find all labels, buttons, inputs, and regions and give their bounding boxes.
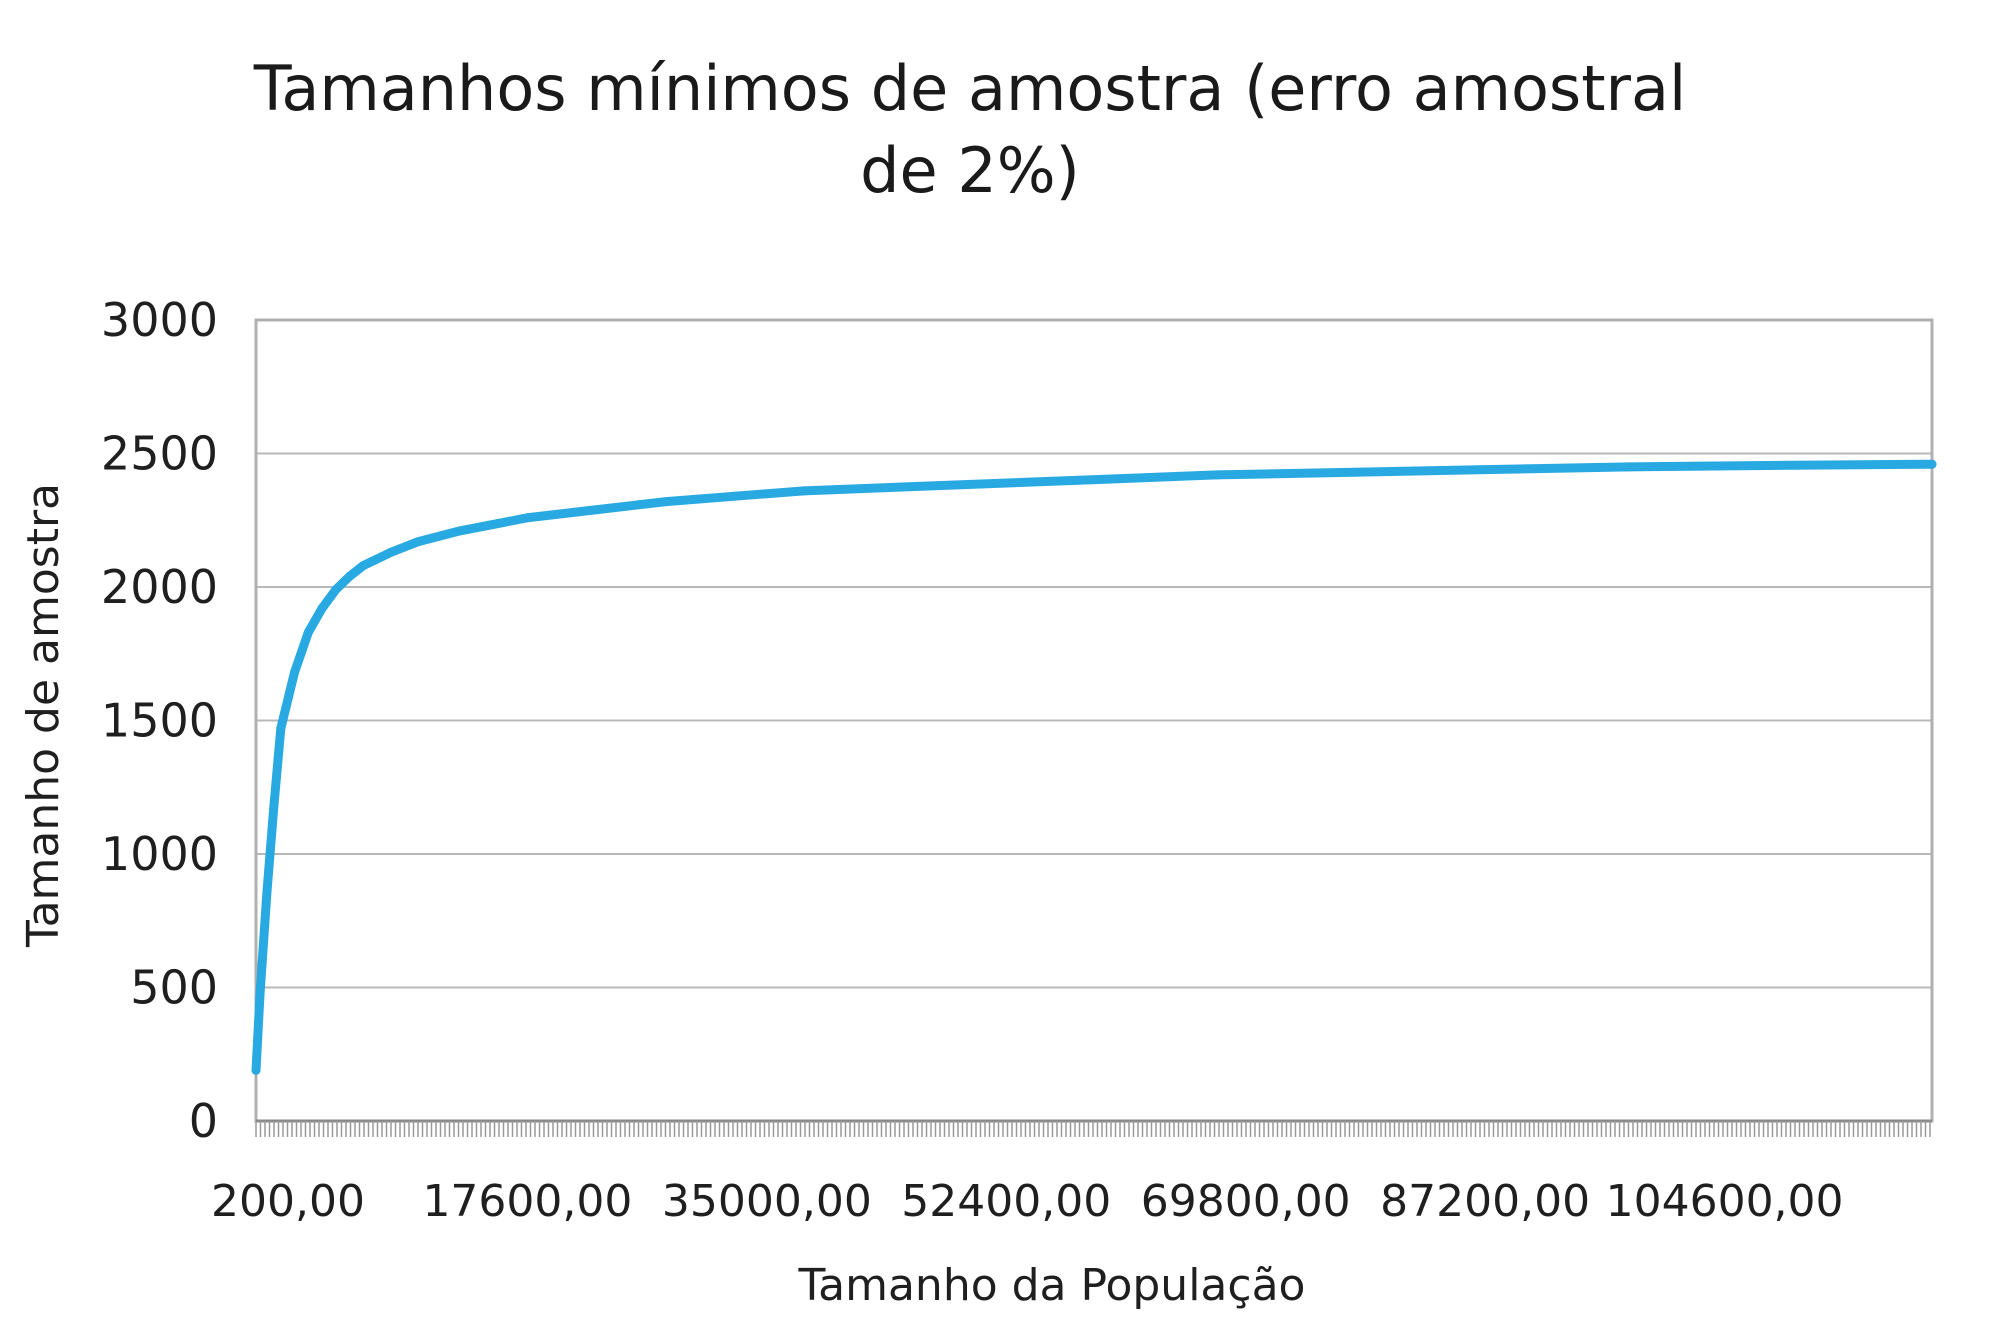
series-point — [413, 537, 423, 547]
series-point — [290, 667, 299, 677]
series-point — [730, 491, 740, 501]
series-point — [592, 505, 602, 515]
series-point — [386, 547, 396, 557]
series-point — [799, 486, 809, 496]
x-minor-ticks — [255, 1121, 1931, 1137]
y-tick-label: 0 — [189, 1094, 218, 1148]
x-tick-label: 35000,00 — [662, 1176, 872, 1227]
series-point — [331, 585, 341, 595]
x-tick-label: 17600,00 — [422, 1176, 632, 1227]
y-tick-label: 500 — [130, 961, 218, 1015]
series-point — [276, 724, 286, 733]
series-point — [251, 1065, 261, 1075]
grid-layer — [256, 452, 1932, 989]
chart-title-line-1: Tamanhos mínimos de amostra (erro amostr… — [253, 52, 1687, 125]
series-point — [1487, 465, 1497, 474]
series-point — [1349, 467, 1359, 477]
series-point — [1624, 462, 1634, 472]
y-tick-label: 3000 — [101, 293, 218, 347]
series-point — [345, 571, 355, 581]
y-tick-label: 2500 — [101, 427, 218, 481]
y-tick-labels: 0 500 1000 1500 2000 2500 3000 — [101, 293, 218, 1148]
y-tick-label: 1500 — [101, 694, 218, 748]
series-layer — [251, 459, 1937, 1075]
series-point — [1212, 470, 1221, 480]
x-axis-label: Tamanho da População — [798, 1260, 1306, 1311]
series-point — [269, 801, 279, 811]
y-axis-label: Tamanho de amostra — [18, 483, 69, 948]
series-point — [455, 526, 465, 536]
y-tick-label: 1000 — [101, 827, 218, 881]
chart-title-line-2: de 2%) — [860, 134, 1080, 207]
chart-title: Tamanhos mínimos de amostra (erro amostr… — [0, 48, 1940, 212]
series-point — [1762, 461, 1772, 470]
series-point — [262, 886, 272, 896]
series-point — [661, 497, 671, 507]
series-point — [1927, 459, 1937, 469]
x-tick-label: 87200,00 — [1380, 1176, 1590, 1227]
minor-tick-layer — [255, 1121, 1931, 1137]
series-point — [303, 627, 313, 637]
x-tick-label: 69800,00 — [1141, 1176, 1351, 1227]
series-point — [936, 481, 946, 490]
series-point — [524, 513, 533, 523]
x-tick-labels: 200,00 17600,00 35000,00 52400,00 69800,00 87… — [211, 1176, 1844, 1227]
series-line — [251, 459, 1937, 1075]
series-point — [317, 603, 327, 613]
series-point — [255, 988, 265, 998]
series-point — [358, 561, 368, 571]
x-tick-label: 52400,00 — [901, 1176, 1111, 1227]
series-point — [1074, 475, 1084, 485]
x-tick-label: 104600,00 — [1606, 1176, 1844, 1227]
y-tick-label: 2000 — [101, 560, 218, 614]
x-tick-label: 200,00 — [211, 1176, 365, 1227]
